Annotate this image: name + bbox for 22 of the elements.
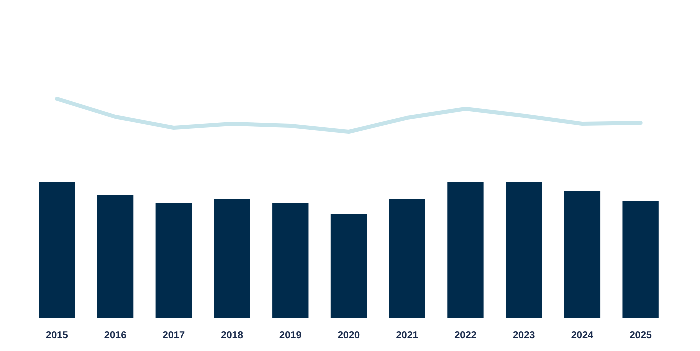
bar xyxy=(389,199,426,318)
bar xyxy=(272,202,309,318)
x-tick-label: 2023 xyxy=(512,330,536,342)
x-tick-label: 2018 xyxy=(221,330,244,342)
bar xyxy=(622,201,659,318)
x-tick-label: 2022 xyxy=(454,330,478,342)
bar xyxy=(39,182,76,318)
x-tick-label: 2024 xyxy=(571,330,594,342)
bar xyxy=(506,182,542,318)
x-tick-label: 2017 xyxy=(162,330,186,342)
x-tick-label: 2015 xyxy=(46,330,69,342)
x-tick-label: 2016 xyxy=(104,330,128,342)
bar xyxy=(448,182,484,318)
bar xyxy=(97,195,134,318)
bar xyxy=(214,199,250,318)
bar xyxy=(330,214,368,318)
x-tick-label: 2019 xyxy=(280,330,302,342)
bar xyxy=(564,190,601,318)
x-tick-label: 2020 xyxy=(338,330,361,342)
x-tick-label: 2025 xyxy=(630,330,652,342)
bar xyxy=(156,202,192,318)
x-tick-label: 2021 xyxy=(396,330,419,342)
